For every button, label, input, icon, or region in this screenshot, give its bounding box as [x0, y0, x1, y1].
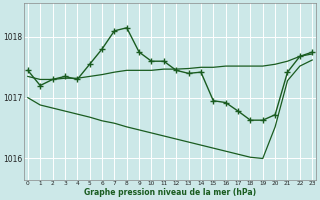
- X-axis label: Graphe pression niveau de la mer (hPa): Graphe pression niveau de la mer (hPa): [84, 188, 256, 197]
